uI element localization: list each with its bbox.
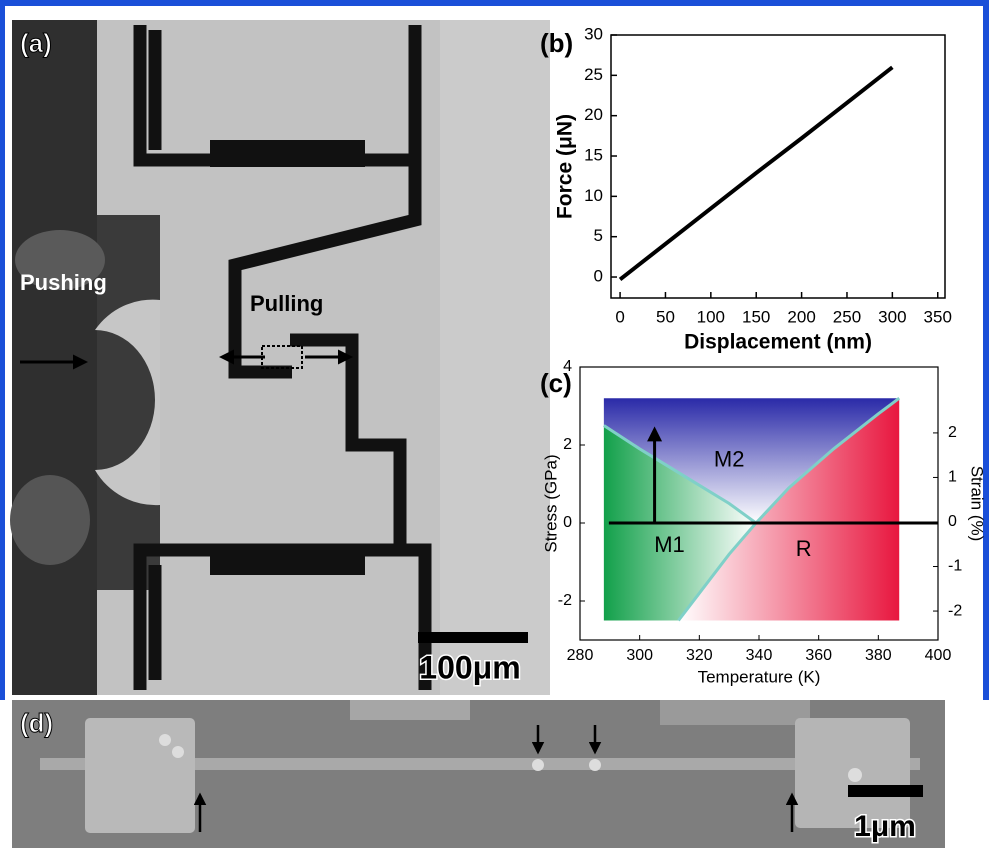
y-tick-label: 5 <box>594 226 603 245</box>
y-tick-label: 0 <box>594 267 603 286</box>
y-tick-label: 25 <box>584 65 603 84</box>
border <box>0 0 5 700</box>
y-tick-label: 20 <box>584 105 603 124</box>
data-line <box>620 67 892 279</box>
annotation: Pushing <box>20 270 107 295</box>
x-axis-label: Temperature (K) <box>698 667 821 686</box>
x-tick-label: 150 <box>742 307 770 326</box>
y2-tick-label: -2 <box>948 602 962 619</box>
x-tick-label: 0 <box>615 307 624 326</box>
x-tick-label: 350 <box>924 307 952 326</box>
x-tick-label: 340 <box>746 647 773 664</box>
y-tick-label: 2 <box>563 436 572 453</box>
panel-label: (d) <box>20 708 53 738</box>
x-tick-label: 360 <box>805 647 832 664</box>
plot-frame <box>611 35 945 298</box>
y2-tick-label: 2 <box>948 424 957 441</box>
x-tick-label: 200 <box>787 307 815 326</box>
y2-tick-label: 0 <box>948 513 957 530</box>
x-tick-label: 280 <box>567 647 594 664</box>
y-axis-label: Stress (GPa) <box>541 454 560 552</box>
x-tick-label: 100 <box>697 307 725 326</box>
y-tick-label: 10 <box>584 186 603 205</box>
x-tick-label: 400 <box>925 647 952 664</box>
region-label: R <box>796 536 812 561</box>
border <box>983 0 989 700</box>
y2-tick-label: 1 <box>948 469 957 486</box>
annotation: Pulling <box>250 291 323 316</box>
y2-tick-label: -1 <box>948 558 962 575</box>
x-tick-label: 250 <box>833 307 861 326</box>
region-label: M1 <box>654 532 685 557</box>
y-tick-label: -2 <box>558 592 572 609</box>
y-axis-label: Force (μN) <box>554 114 577 219</box>
x-axis-label: Displacement (nm) <box>684 331 872 354</box>
panel-label: (b) <box>540 28 573 58</box>
panel-d: (d) 1μm <box>12 700 945 848</box>
y-tick-label: 30 <box>584 24 603 43</box>
scale-bar-label: 100μm <box>419 649 520 685</box>
x-tick-label: 300 <box>626 647 653 664</box>
y2-axis-label: Strain (%) <box>968 466 987 542</box>
x-tick-label: 320 <box>686 647 713 664</box>
y-tick-label: 4 <box>563 358 572 375</box>
x-tick-label: 50 <box>656 307 675 326</box>
y-tick-label: 15 <box>584 145 603 164</box>
figure: (a) Pushing Pulling 100μm (d) 1μm (b)050… <box>0 0 989 851</box>
panel-label: (a) <box>20 28 52 58</box>
y-tick-label: 0 <box>563 514 572 531</box>
region-label: M2 <box>714 446 745 471</box>
x-tick-label: 380 <box>865 647 892 664</box>
scale-bar-label: 1μm <box>854 810 916 843</box>
border <box>0 0 989 6</box>
x-tick-label: 300 <box>878 307 906 326</box>
panel-a: (a) Pushing Pulling 100μm <box>10 20 550 695</box>
